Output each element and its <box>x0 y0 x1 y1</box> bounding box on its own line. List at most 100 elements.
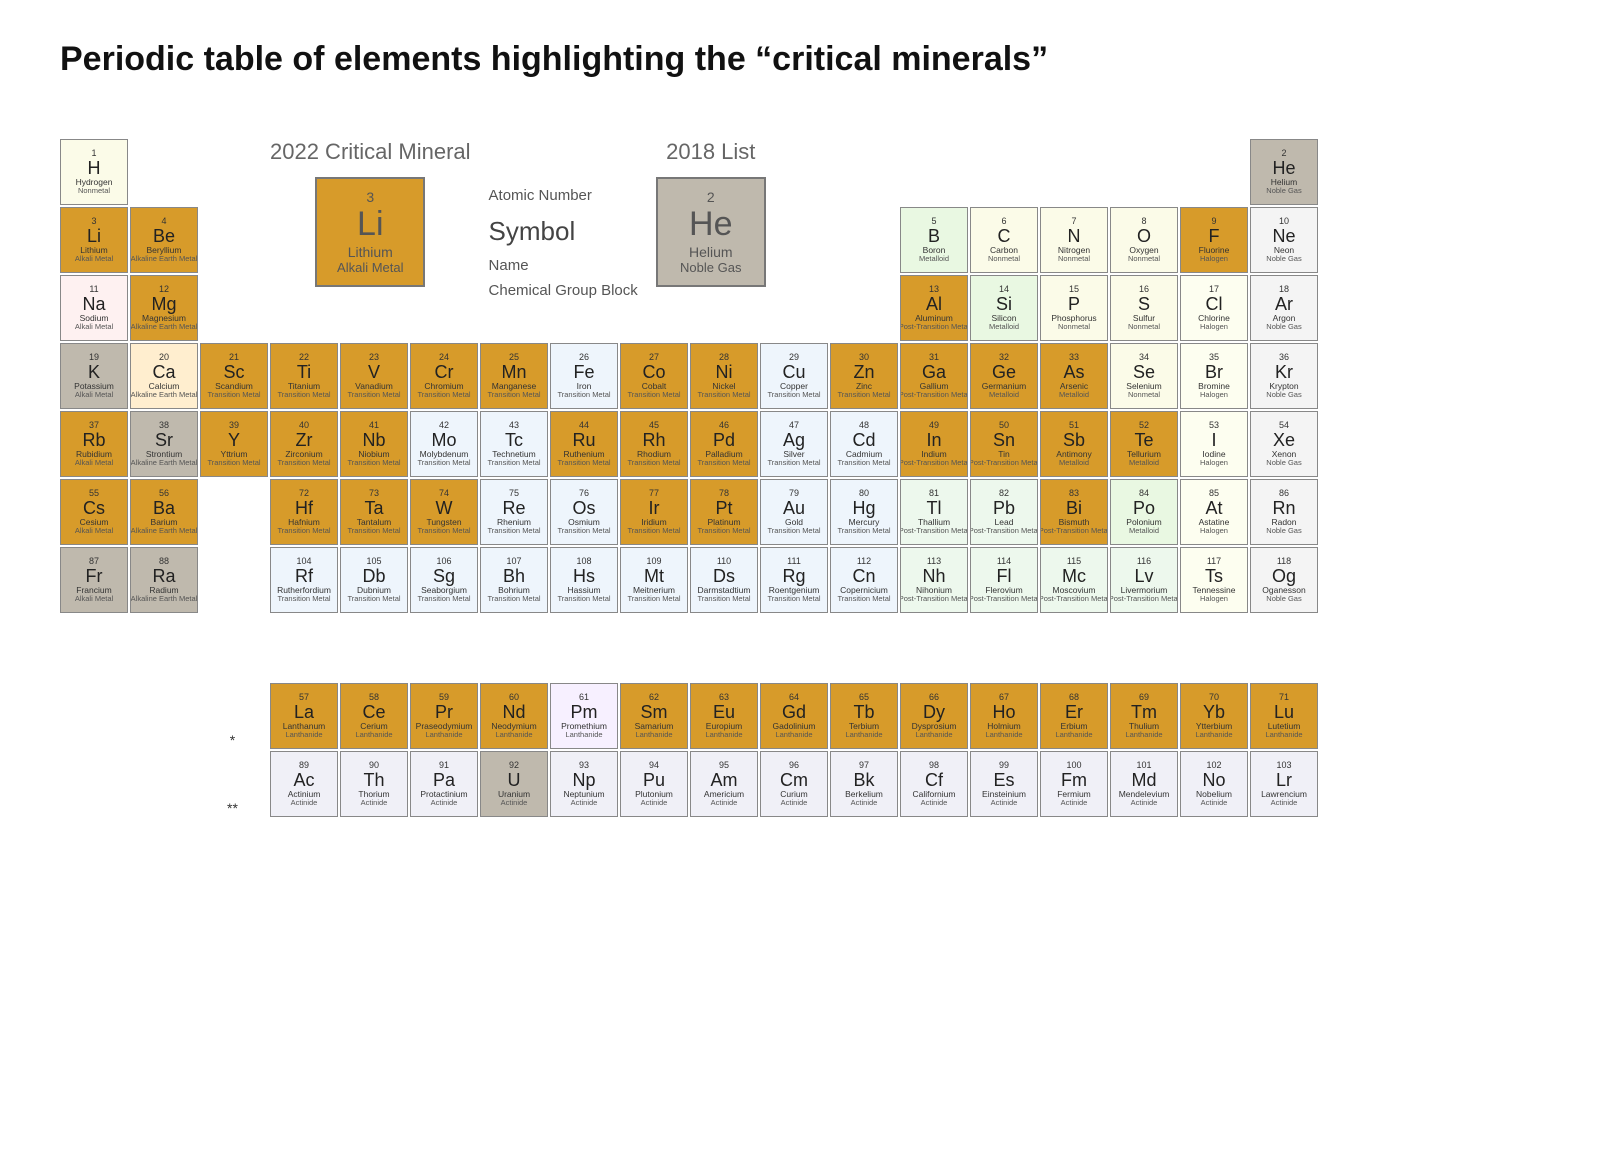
element-group: Lanthanide <box>495 731 532 739</box>
element-symbol: Sr <box>155 431 173 450</box>
element-Os: 76OsOsmiumTransition Metal <box>550 479 618 545</box>
element-Ge: 32GeGermaniumMetalloid <box>970 343 1038 409</box>
element-Al: 13AlAluminumPost-Transition Metal <box>900 275 968 341</box>
element-symbol: Ir <box>649 499 660 518</box>
element-group: Noble Gas <box>1266 595 1301 603</box>
element-Lv: 116LvLivermoriumPost-Transition Metal <box>1110 547 1178 613</box>
element-symbol: Eu <box>713 703 735 722</box>
element-group: Transition Metal <box>837 595 890 603</box>
element-La: 57LaLanthanumLanthanide <box>270 683 338 749</box>
element-symbol: Nb <box>362 431 385 450</box>
element-Hf: 72HfHafniumTransition Metal <box>270 479 338 545</box>
element-Ce: 58CeCeriumLanthanide <box>340 683 408 749</box>
element-group: Post-Transition Metal <box>900 595 968 603</box>
element-group: Transition Metal <box>557 459 610 467</box>
element-Cm: 96CmCuriumActinide <box>760 751 828 817</box>
element-symbol: Lu <box>1274 703 1294 722</box>
element-Mg: 12MgMagnesiumAlkaline Earth Metal <box>130 275 198 341</box>
element-group: Post-Transition Metal <box>900 323 968 331</box>
element-group: Post-Transition Metal <box>1040 527 1108 535</box>
element-group: Actinide <box>361 799 388 807</box>
element-symbol: Db <box>362 567 385 586</box>
element-Mc: 115McMoscoviumPost-Transition Metal <box>1040 547 1108 613</box>
element-symbol: Lr <box>1276 771 1292 790</box>
element-group: Transition Metal <box>767 391 820 399</box>
element-group: Lanthanide <box>355 731 392 739</box>
element-symbol: Mc <box>1062 567 1086 586</box>
element-Sg: 106SgSeaborgiumTransition Metal <box>410 547 478 613</box>
element-Cf: 98CfCaliforniumActinide <box>900 751 968 817</box>
element-Te: 52TeTelluriumMetalloid <box>1110 411 1178 477</box>
element-Ir: 77IrIridiumTransition Metal <box>620 479 688 545</box>
legend-label-symbol: Symbol <box>489 209 638 253</box>
element-group: Lanthanide <box>285 731 322 739</box>
element-symbol: Zr <box>296 431 313 450</box>
element-Db: 105DbDubniumTransition Metal <box>340 547 408 613</box>
element-group: Lanthanide <box>565 731 602 739</box>
element-group: Nonmetal <box>988 255 1020 263</box>
element-Au: 79AuGoldTransition Metal <box>760 479 828 545</box>
element-symbol: P <box>1068 295 1080 314</box>
element-group: Nonmetal <box>1058 255 1090 263</box>
element-group: Post-Transition Metal <box>1040 595 1108 603</box>
element-symbol: Ca <box>152 363 175 382</box>
element-group: Nonmetal <box>1128 255 1160 263</box>
element-group: Nonmetal <box>1128 391 1160 399</box>
element-Pd: 46PdPalladiumTransition Metal <box>690 411 758 477</box>
element-group: Lanthanide <box>1055 731 1092 739</box>
element-Li: 3LiLithiumAlkali Metal <box>60 207 128 273</box>
element-Eu: 63EuEuropiumLanthanide <box>690 683 758 749</box>
element-group: Post-Transition Metal <box>970 459 1038 467</box>
element-symbol: Cm <box>780 771 808 790</box>
element-group: Transition Metal <box>627 391 680 399</box>
element-symbol: Tl <box>927 499 942 518</box>
element-group: Post-Transition Metal <box>1110 595 1178 603</box>
element-group: Transition Metal <box>347 527 400 535</box>
element-symbol: Ne <box>1272 227 1295 246</box>
element-symbol: Xe <box>1273 431 1295 450</box>
empty-cell <box>200 275 268 341</box>
element-group: Transition Metal <box>277 595 330 603</box>
element-group: Lanthanide <box>1125 731 1162 739</box>
element-group: Transition Metal <box>487 595 540 603</box>
element-Rf: 104RfRutherfordiumTransition Metal <box>270 547 338 613</box>
element-symbol: Cl <box>1206 295 1223 314</box>
element-symbol: Pt <box>715 499 732 518</box>
element-symbol: Cf <box>925 771 943 790</box>
element-group: Metalloid <box>1059 391 1089 399</box>
element-Pa: 91PaProtactiniumActinide <box>410 751 478 817</box>
element-Cd: 48CdCadmiumTransition Metal <box>830 411 898 477</box>
element-Md: 101MdMendeleviumActinide <box>1110 751 1178 817</box>
element-symbol: Rb <box>82 431 105 450</box>
legend-label-group: Chemical Group Block <box>489 278 638 304</box>
element-group: Halogen <box>1200 527 1228 535</box>
element-symbol: C <box>998 227 1011 246</box>
element-symbol: Se <box>1133 363 1155 382</box>
element-symbol: Lv <box>1134 567 1153 586</box>
element-symbol: Rf <box>295 567 313 586</box>
element-symbol: Fr <box>86 567 103 586</box>
element-group: Actinide <box>1131 799 1158 807</box>
legend-2018-grp: Noble Gas <box>680 260 741 275</box>
element-Co: 27CoCobaltTransition Metal <box>620 343 688 409</box>
element-symbol: Th <box>363 771 384 790</box>
element-group: Halogen <box>1200 459 1228 467</box>
element-group: Lanthanide <box>705 731 742 739</box>
empty-cell <box>200 207 268 273</box>
element-group: Actinide <box>1061 799 1088 807</box>
element-group: Actinide <box>641 799 668 807</box>
element-symbol: Hs <box>573 567 595 586</box>
element-symbol: Am <box>711 771 738 790</box>
element-Mn: 25MnManganeseTransition Metal <box>480 343 548 409</box>
element-symbol: Md <box>1131 771 1156 790</box>
element-symbol: Tb <box>853 703 874 722</box>
element-symbol: Ta <box>364 499 383 518</box>
element-Ta: 73TaTantalumTransition Metal <box>340 479 408 545</box>
element-Pm: 61PmPromethiumLanthanide <box>550 683 618 749</box>
element-group: Lanthanide <box>425 731 462 739</box>
element-group: Transition Metal <box>417 391 470 399</box>
element-group: Transition Metal <box>277 459 330 467</box>
element-group: Actinide <box>1271 799 1298 807</box>
element-symbol: Bi <box>1066 499 1082 518</box>
element-group: Post-Transition Metal <box>970 527 1038 535</box>
